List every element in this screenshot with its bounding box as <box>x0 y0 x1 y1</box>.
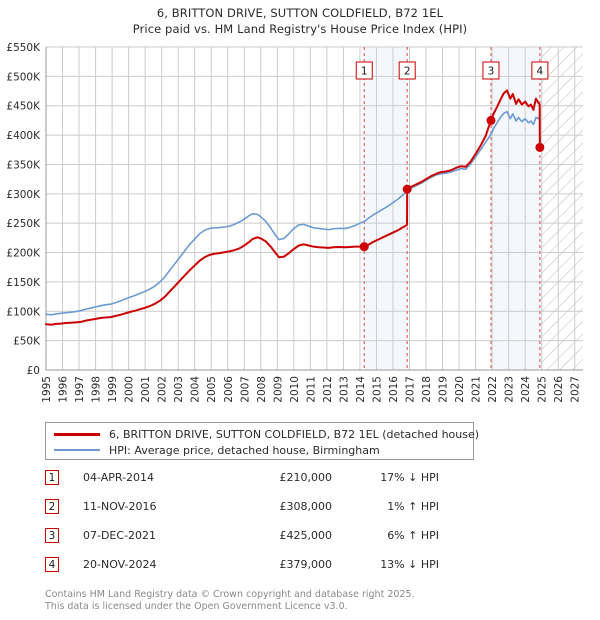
x-axis-tick-label: 2003 <box>173 376 185 403</box>
y-axis-tick-label: £50K <box>13 336 41 348</box>
x-axis-tick-label: 2011 <box>305 376 317 403</box>
y-axis-tick-label: £500K <box>6 71 41 83</box>
x-axis-tick-label: 2002 <box>157 376 169 403</box>
transaction-date: 11-NOV-2016 <box>83 500 157 513</box>
x-axis-tick-label: 2012 <box>322 376 334 403</box>
title-subtitle: Price paid vs. HM Land Registry's House … <box>132 22 468 36</box>
transaction-point-marker[interactable] <box>402 184 412 194</box>
x-axis-tick-label: 1998 <box>91 376 103 403</box>
legend-label-hpi: HPI: Average price, detached house, Birm… <box>109 443 380 457</box>
price-history-chart: £0 £50K £100K £150K £200K £250K £300K £350K £400… <box>6 42 583 403</box>
y-axis-tick-label: £0 <box>27 365 40 377</box>
x-axis-tick-label: 1995 <box>41 376 53 403</box>
x-axis-tick-label: 2018 <box>421 376 433 403</box>
transaction-hpi-delta: 17% ↓ HPI <box>380 471 439 484</box>
x-axis-tick-label: 2007 <box>239 376 251 403</box>
transaction-price: £425,000 <box>279 529 333 542</box>
footer-attribution: Contains HM Land Registry data © Crown c… <box>45 589 525 612</box>
x-axis-tick-label: 2019 <box>438 376 450 403</box>
transaction-hpi-delta: 13% ↓ HPI <box>380 558 439 571</box>
x-axis-tick-label: 2006 <box>223 376 235 403</box>
x-axis-tick-label: 2017 <box>405 376 417 403</box>
y-axis-tick-label: £350K <box>6 159 41 171</box>
legend-item-hpi: HPI: Average price, detached house, Birm… <box>54 442 380 458</box>
x-axis-tick-label: 2015 <box>371 376 383 403</box>
row-index-badge: 3 <box>45 528 59 543</box>
footer-copyright: Contains HM Land Registry data © Crown c… <box>45 589 415 600</box>
chart-marker-badge[interactable] <box>398 61 416 80</box>
y-axis-tick-label: £100K <box>6 306 41 318</box>
x-axis-tick-label: 2023 <box>504 376 516 403</box>
row-index-badge: 1 <box>45 470 59 485</box>
y-axis-tick-label: £550K <box>6 42 41 54</box>
x-axis-tick-label: 2008 <box>256 376 268 403</box>
x-axis-tick-label: 2013 <box>338 376 350 403</box>
x-axis-tick-label: 2016 <box>388 376 400 403</box>
transaction-date: 07-DEC-2021 <box>83 529 157 542</box>
transaction-price: £210,000 <box>279 471 333 484</box>
transaction-hpi-delta: 6% ↑ HPI <box>387 529 439 542</box>
row-index-badge: 4 <box>45 557 59 572</box>
chart-marker-badge[interactable] <box>482 61 500 80</box>
chart-marker-badge-label: 2 <box>404 66 411 78</box>
x-axis-tick-label: 1999 <box>107 376 119 403</box>
page-title: 6, BRITTON DRIVE, SUTTON COLDFIELD, B72 … <box>0 0 600 37</box>
x-axis-tick-label: 2024 <box>520 376 532 403</box>
chart-marker-badge[interactable] <box>531 61 549 80</box>
transaction-point-marker[interactable] <box>486 115 496 125</box>
x-axis-tick-label: 2004 <box>190 376 202 403</box>
hpi-line <box>45 110 541 316</box>
x-axis-tick-label: 2025 <box>537 376 549 403</box>
y-axis-tick-label: £200K <box>6 248 41 260</box>
x-axis-tick-label: 1997 <box>74 376 86 403</box>
chart-marker-badge[interactable] <box>355 61 373 80</box>
transaction-date: 20-NOV-2024 <box>83 558 157 571</box>
chart-marker-badge-label: 1 <box>361 66 368 78</box>
chart-legend: 6, BRITTON DRIVE, SUTTON COLDFIELD, B72 … <box>45 422 479 460</box>
x-axis-tick-label: 2000 <box>124 376 136 403</box>
transactions-table: 1 04-APR-2014 £210,000 17% ↓ HPI 2 11-NO… <box>45 468 475 584</box>
y-axis-tick-label: £400K <box>6 130 41 142</box>
y-axis-tick-label: £300K <box>6 189 41 201</box>
legend-swatch-hpi <box>54 449 100 451</box>
table-row[interactable]: 2 11-NOV-2016 £308,000 1% ↑ HPI <box>45 497 475 526</box>
transaction-price: £379,000 <box>279 558 333 571</box>
price-paid-line <box>45 89 541 326</box>
title-address: 6, BRITTON DRIVE, SUTTON COLDFIELD, B72 … <box>156 6 444 20</box>
x-axis-tick-label: 2010 <box>289 376 301 403</box>
x-axis-tick-label: 2020 <box>454 376 466 403</box>
legend-swatch-price-paid <box>54 432 100 436</box>
transaction-price: £308,000 <box>279 500 333 513</box>
x-axis-tick-label: 2026 <box>553 376 565 403</box>
transaction-date: 04-APR-2014 <box>83 471 155 484</box>
chart-marker-badge-label: 3 <box>488 66 495 78</box>
y-axis-tick-label: £150K <box>6 277 41 289</box>
legend-item-price-paid: 6, BRITTON DRIVE, SUTTON COLDFIELD, B72 … <box>54 426 479 442</box>
footer-licence: This data is licensed under the Open Gov… <box>45 600 348 612</box>
x-axis-tick-label: 2021 <box>471 376 483 403</box>
x-axis-tick-label: 1996 <box>58 376 70 403</box>
x-axis-tick-label: 2014 <box>355 376 367 403</box>
x-axis-tick-label: 2027 <box>570 376 582 403</box>
transaction-hpi-delta: 1% ↑ HPI <box>387 500 439 513</box>
table-row[interactable]: 4 20-NOV-2024 £379,000 13% ↓ HPI <box>45 555 475 584</box>
legend-label-price-paid: 6, BRITTON DRIVE, SUTTON COLDFIELD, B72 … <box>109 427 480 441</box>
x-axis-tick-label: 2001 <box>140 376 152 403</box>
x-axis-tick-label: 2009 <box>272 376 284 403</box>
chart-marker-badge-label: 4 <box>537 66 544 78</box>
x-axis-tick-label: 2005 <box>206 376 218 403</box>
y-axis-tick-label: £250K <box>6 218 41 230</box>
table-row[interactable]: 1 04-APR-2014 £210,000 17% ↓ HPI <box>45 468 475 497</box>
y-axis-tick-label: £450K <box>6 101 41 113</box>
transaction-point-marker[interactable] <box>535 142 545 152</box>
x-axis-tick-label: 2022 <box>487 376 499 403</box>
transaction-point-marker[interactable] <box>359 242 369 252</box>
row-index-badge: 2 <box>45 499 59 514</box>
table-row[interactable]: 3 07-DEC-2021 £425,000 6% ↑ HPI <box>45 526 475 555</box>
